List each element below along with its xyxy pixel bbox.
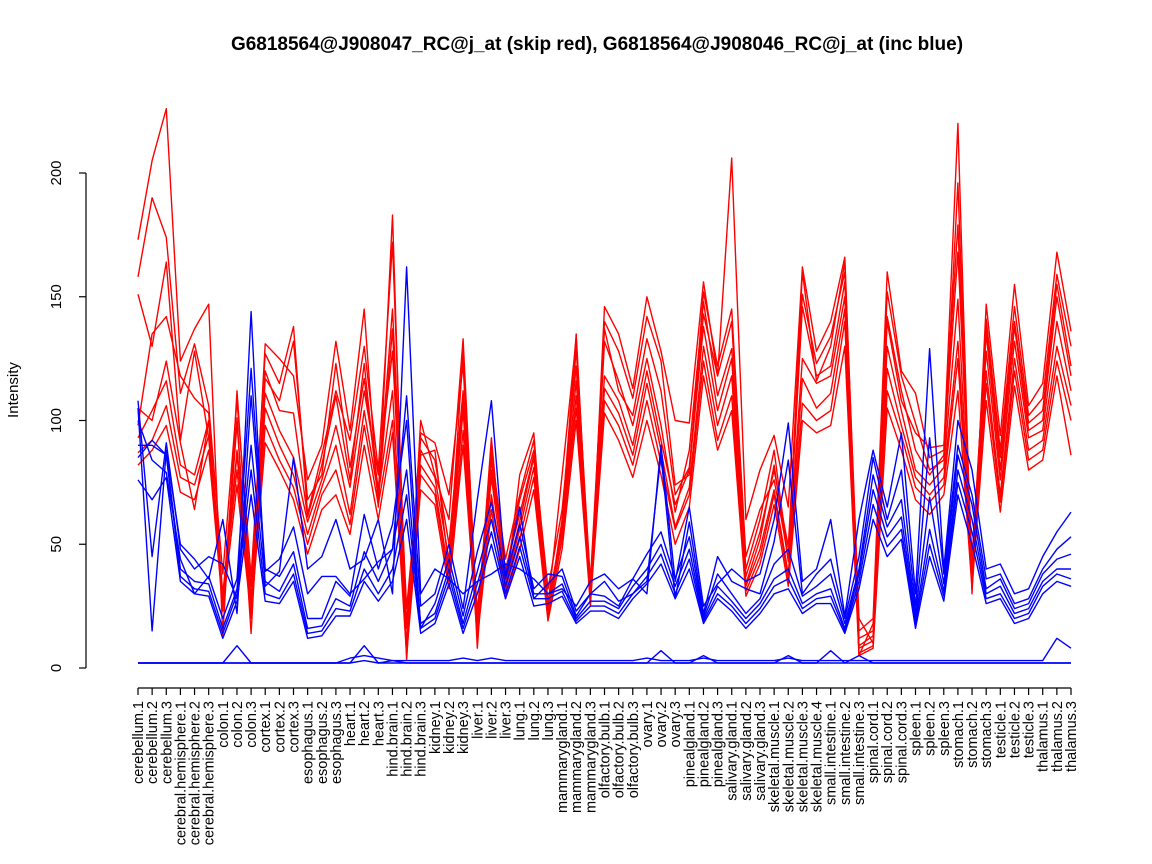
x-tick-label: esophagus.2 xyxy=(315,701,331,784)
x-tick-label: lung.2 xyxy=(527,701,543,741)
x-tick-label: mammarygland.3 xyxy=(583,701,599,813)
y-tick-label: 50 xyxy=(48,536,65,553)
x-tick-label: heart.2 xyxy=(357,701,373,746)
y-tick-label: 100 xyxy=(48,408,65,433)
x-tick-label: thalamus.2 xyxy=(1050,701,1066,772)
series-line xyxy=(137,439,1072,635)
x-tick-label: lung.1 xyxy=(513,701,529,741)
x-tick-label: cerebral.hemisphere.3 xyxy=(202,701,218,845)
x-tick-label: skeletal.muscle.3 xyxy=(795,701,811,812)
x-tick-label: kidney.1 xyxy=(428,701,444,754)
x-tick-label: cortex.2 xyxy=(272,701,288,753)
x-tick-label: spleen.2 xyxy=(923,701,939,756)
x-tick-label: skeletal.muscle.1 xyxy=(767,701,783,812)
x-tick-label: colon.1 xyxy=(216,701,232,748)
x-tick-label: liver.1 xyxy=(470,701,486,739)
x-tick-label: pinealgland.3 xyxy=(711,701,727,787)
x-tick-label: cerebellum.2 xyxy=(145,701,161,784)
series-line xyxy=(138,659,1071,664)
x-tick-label: olfactory.bulb.3 xyxy=(626,701,642,798)
x-tick-label: spinal.cord.3 xyxy=(894,701,910,783)
x-tick-label: stomach.1 xyxy=(951,701,967,768)
x-tick-label: skeletal.muscle.2 xyxy=(781,701,797,812)
series-line xyxy=(137,182,1072,649)
y-axis: 0 50 100 150 200 xyxy=(48,160,87,672)
chart-title: G6818564@J908047_RC@j_at (skip red), G68… xyxy=(231,34,963,55)
series-line xyxy=(137,224,1072,657)
x-tick-label: small.intestine.3 xyxy=(852,701,868,805)
x-tick-label: heart.1 xyxy=(343,701,359,746)
x-tick-label: small.intestine.2 xyxy=(838,701,854,805)
y-tick-label: 200 xyxy=(48,160,65,185)
x-tick-label: cerebellum.3 xyxy=(159,701,175,784)
x-tick-label: salivary.gland.1 xyxy=(725,701,741,801)
x-tick-label: testicle.2 xyxy=(1007,701,1023,758)
series-line xyxy=(138,444,1071,630)
x-tick-label: olfactory.bulb.2 xyxy=(612,701,628,798)
x-tick-label: lung.3 xyxy=(541,701,557,741)
series-line xyxy=(138,637,1072,664)
series-line xyxy=(137,251,1072,649)
x-tick-label: heart.3 xyxy=(371,701,387,746)
x-tick-label: cortex.1 xyxy=(258,701,274,753)
x-tick-label: spinal.cord.2 xyxy=(880,701,896,783)
x-tick-label: spleen.1 xyxy=(909,701,925,756)
x-tick-label: testicle.1 xyxy=(993,701,1009,758)
x-tick-label: colon.3 xyxy=(244,701,260,748)
x-tick-label: thalamus.3 xyxy=(1064,701,1080,772)
x-tick-label: stomach.2 xyxy=(965,701,981,768)
series-line xyxy=(137,308,1072,649)
x-tick-label: skeletal.muscle.4 xyxy=(810,701,826,812)
x-tick-label: salivary.gland.2 xyxy=(739,701,755,801)
series-line xyxy=(137,107,1072,662)
y-tick-label: 150 xyxy=(48,284,65,309)
x-tick-label: small.intestine.1 xyxy=(824,701,840,805)
x-tick-label: thalamus.1 xyxy=(1036,701,1052,772)
x-tick-label: ovary.3 xyxy=(668,701,684,747)
x-tick-label: pinealgland.1 xyxy=(682,701,698,787)
x-tick-label: liver.2 xyxy=(484,701,500,739)
x-tick-label: kidney.3 xyxy=(456,701,472,754)
x-tick-label: colon.2 xyxy=(230,701,246,748)
x-tick-label: spinal.cord.1 xyxy=(866,701,882,783)
x-tick-label: ovary.2 xyxy=(654,701,670,747)
x-tick-label: cerebellum.1 xyxy=(131,701,147,784)
x-tick-label: salivary.gland.3 xyxy=(753,701,769,801)
x-tick-label: mammarygland.2 xyxy=(569,701,585,813)
x-tick-label: kidney.2 xyxy=(442,701,458,754)
series-line xyxy=(137,476,1072,639)
y-axis-label: Intensity xyxy=(5,362,22,418)
x-tick-label: esophagus.1 xyxy=(301,701,317,784)
x-tick-label: hind.brain.2 xyxy=(400,701,416,777)
y-tick-label: 0 xyxy=(48,664,65,672)
x-tick-label: stomach.3 xyxy=(979,701,995,768)
x-tick-label: hind.brain.1 xyxy=(385,701,401,777)
x-tick-label: pinealgland.2 xyxy=(696,701,712,787)
x-axis: cerebellum.1cerebellum.2cerebellum.3cere… xyxy=(131,687,1080,845)
x-tick-label: hind.brain.3 xyxy=(414,701,430,777)
plot-area xyxy=(137,107,1072,664)
x-tick-label: mammarygland.1 xyxy=(555,701,571,813)
x-tick-label: testicle.3 xyxy=(1022,701,1038,758)
x-tick-label: esophagus.3 xyxy=(329,701,345,784)
x-tick-label: cerebral.hemisphere.1 xyxy=(173,701,189,845)
x-tick-label: liver.3 xyxy=(499,701,515,739)
series-line xyxy=(137,395,1072,632)
x-tick-label: spleen.3 xyxy=(937,701,953,756)
series-line xyxy=(137,266,1072,617)
x-tick-label: cortex.3 xyxy=(287,701,303,753)
x-tick-label: ovary.1 xyxy=(640,701,656,747)
x-tick-label: cerebral.hemisphere.2 xyxy=(188,701,204,845)
series-line xyxy=(137,345,1072,657)
series-line xyxy=(137,320,1072,654)
x-tick-label: olfactory.bulb.1 xyxy=(598,701,614,798)
